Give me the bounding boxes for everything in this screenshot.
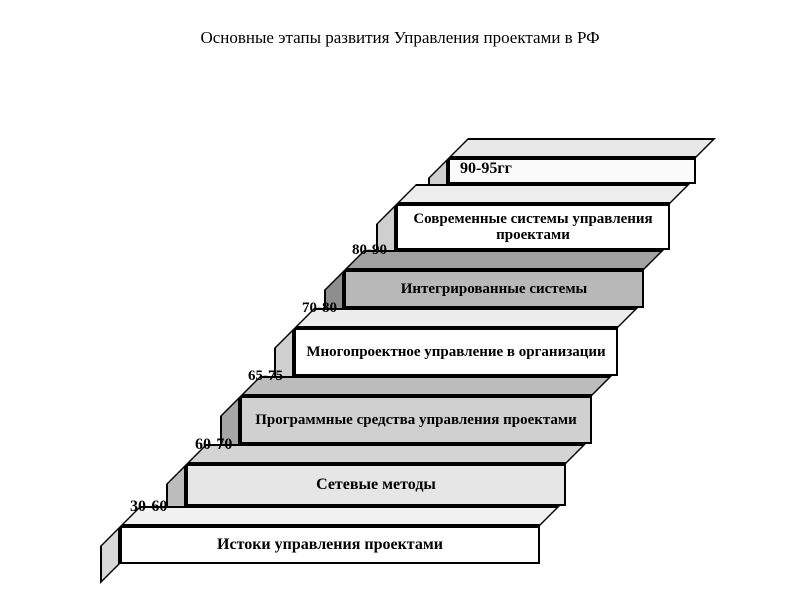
step-top-face: [294, 308, 638, 328]
step-label: Сетевые методы: [316, 476, 436, 494]
step-front-face: Интегрированные системы: [344, 270, 644, 308]
step-label: Современные системы управления проектами: [404, 211, 662, 244]
step-side-face: [100, 526, 120, 584]
step-period-label: 30-60: [130, 498, 167, 516]
step-period-label: 90-95гг: [460, 160, 512, 178]
step-front-face: Истоки управления проектами: [120, 526, 540, 564]
step-label: Истоки управления проектами: [217, 536, 443, 554]
diagram-title: Основные этапы развития Управления проек…: [0, 28, 800, 48]
staircase-diagram: Истоки управления проектами 30-60 Сетевые …: [0, 48, 800, 588]
step-top-face: [396, 184, 690, 204]
step-front-face: Многопроектное управление в организации: [294, 328, 618, 376]
step-period-label: 80-90: [352, 242, 387, 259]
step-top-face: [186, 444, 586, 464]
step-top-face: [344, 250, 664, 270]
step-label: Многопроектное управление в организации: [306, 344, 605, 361]
step-top-face: [240, 376, 612, 396]
step-front-face: Сетевые методы: [186, 464, 566, 506]
step-period-label: 70-80: [302, 300, 337, 317]
step-label: Программные средства управления проектам…: [255, 412, 577, 429]
step-period-label: 60-70: [195, 436, 232, 454]
step-top-face: [120, 506, 560, 526]
step-top-face: [448, 138, 716, 158]
step-front-face: Современные системы управления проектами: [396, 204, 670, 250]
step-front-face: Программные средства управления проектам…: [240, 396, 592, 444]
step-period-label: 65-75: [248, 368, 283, 385]
step-label: Интегрированные системы: [401, 281, 588, 298]
